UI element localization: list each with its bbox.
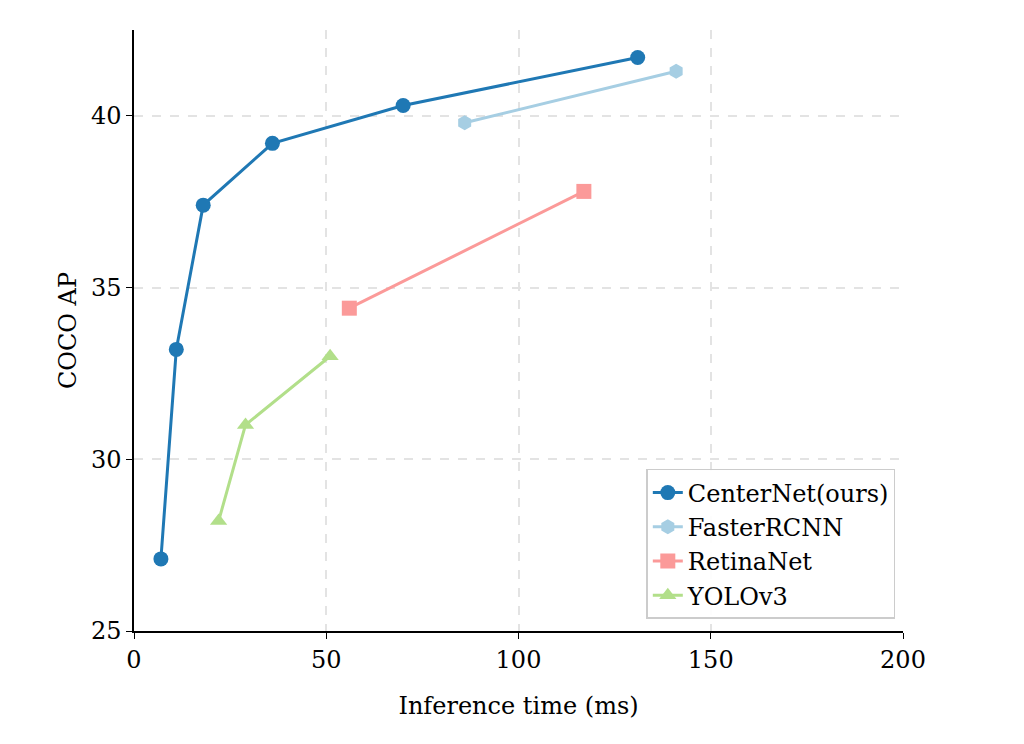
svg-text:200: 200	[880, 646, 926, 674]
svg-text:FasterRCNN: FasterRCNN	[688, 514, 843, 542]
svg-text:50: 50	[311, 646, 342, 674]
svg-text:Inference time (ms): Inference time (ms)	[398, 692, 638, 720]
svg-text:CenterNet(ours): CenterNet(ours)	[688, 480, 889, 508]
svg-text:100: 100	[496, 646, 542, 674]
svg-text:COCO AP: COCO AP	[54, 272, 82, 389]
svg-text:25: 25	[91, 617, 122, 645]
svg-text:150: 150	[688, 646, 734, 674]
svg-text:0: 0	[126, 646, 141, 674]
svg-text:35: 35	[91, 274, 122, 302]
svg-text:30: 30	[91, 446, 122, 474]
svg-text:YOLOv3: YOLOv3	[687, 583, 788, 611]
svg-text:40: 40	[91, 102, 122, 130]
svg-text:RetinaNet: RetinaNet	[688, 548, 813, 576]
